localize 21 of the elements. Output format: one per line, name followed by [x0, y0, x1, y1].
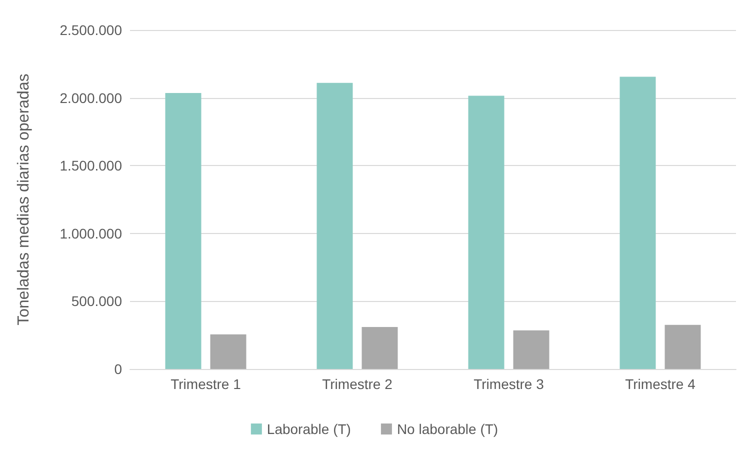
y-tick-label: 1.000.000: [60, 225, 122, 242]
y-tick-label: 2.500.000: [60, 22, 122, 38]
bar: [468, 96, 504, 369]
y-axis-title: Toneladas medias diarias operadas: [16, 74, 32, 326]
y-tick-label: 0: [114, 361, 122, 377]
bar: [664, 324, 701, 369]
y-tick-label: 500.000: [71, 293, 122, 310]
x-tick-label: Trimestre 4: [625, 376, 696, 392]
y-tick-label: 1.500.000: [60, 158, 122, 174]
x-tick-label: Trimestre 3: [474, 376, 544, 392]
bar: [165, 93, 202, 369]
bar: [362, 326, 398, 369]
legend-label: Laborable (T): [266, 421, 351, 437]
bar: [513, 330, 550, 369]
bar: [620, 76, 656, 369]
bar: [210, 334, 246, 369]
x-tick-label: Trimestre 1: [170, 376, 242, 392]
y-tick-label: 2.000.000: [60, 90, 122, 106]
x-tick-label: Trimestre 2: [322, 376, 393, 392]
bar: [316, 82, 353, 369]
legend-label: No laborable (T): [396, 421, 498, 437]
